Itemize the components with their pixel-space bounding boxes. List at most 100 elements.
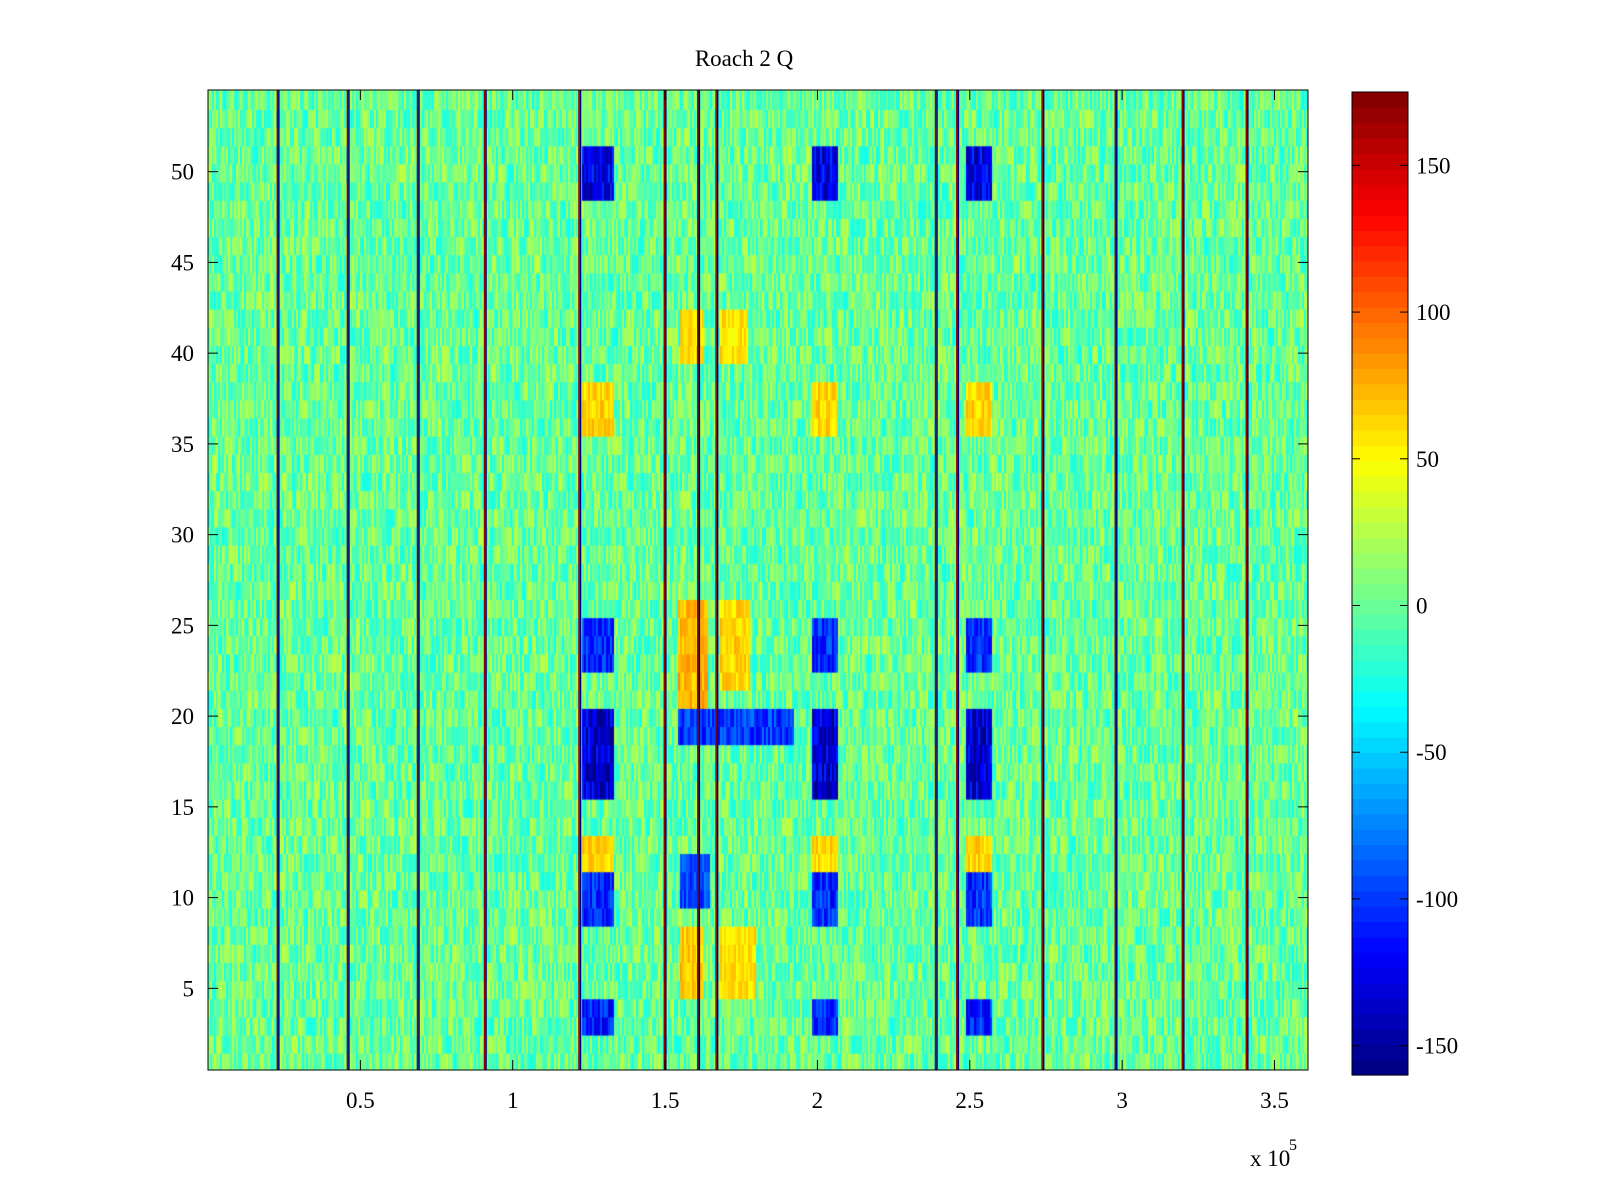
stripe-column-low	[957, 90, 960, 1070]
colorbar-step	[1352, 383, 1408, 400]
colorbar-step	[1352, 260, 1408, 277]
y-tick-label: 45	[171, 250, 194, 275]
y-tick-label: 25	[171, 613, 194, 638]
colorbar: 150 100 50 0 -50 -100 -150	[1351, 91, 1458, 1076]
x-tick-label: 2.5	[955, 1088, 984, 1113]
x-axis-ticks: 0.5 1 1.5 2 2.5 3 3.5	[346, 90, 1289, 1113]
colorbar-step	[1352, 107, 1408, 124]
plot-area-border	[207, 89, 1309, 1071]
stripe-column-low	[716, 90, 719, 1070]
colorbar-step	[1352, 737, 1408, 754]
colorbar-step	[1352, 153, 1408, 170]
y-tick-label: 50	[171, 160, 194, 185]
x-tick-label: 0.5	[346, 1088, 375, 1113]
colorbar-tick-label: -50	[1416, 740, 1447, 765]
colorbar-step	[1352, 890, 1408, 907]
stripe-column-high	[663, 90, 666, 1070]
colorbar-step	[1352, 138, 1408, 155]
y-tick-label: 40	[171, 341, 194, 366]
stripe-columns	[276, 90, 1249, 1070]
colorbar-step	[1352, 921, 1408, 938]
stripe-column-high	[715, 90, 717, 1070]
colorbar-step	[1352, 706, 1408, 723]
colorbar-step	[1352, 291, 1408, 308]
y-tick-label: 5	[183, 976, 195, 1001]
colorbar-step	[1352, 491, 1408, 508]
colorbar-tick-label: 150	[1416, 153, 1451, 178]
y-tick-label: 15	[171, 795, 194, 820]
stripe-column-low	[485, 90, 487, 1070]
stripe-column-high	[1114, 90, 1117, 1070]
colorbar-tick-label: 50	[1416, 447, 1439, 472]
colorbar-tick-label: -150	[1416, 1034, 1458, 1059]
colorbar-step	[1352, 752, 1408, 769]
colorbar-step	[1352, 629, 1408, 646]
colorbar-step	[1352, 1028, 1408, 1045]
x-tick-label: 1	[507, 1088, 519, 1113]
stripe-column-high	[956, 90, 958, 1070]
stripe-column-high	[1041, 90, 1043, 1070]
colorbar-step	[1352, 767, 1408, 784]
colorbar-step	[1352, 998, 1408, 1015]
colorbar-tick-label: -100	[1416, 887, 1458, 912]
chart-title: Roach 2 Q	[695, 46, 794, 71]
colorbar-step	[1352, 122, 1408, 139]
colorbar-step	[1352, 475, 1408, 492]
colorbar-step	[1352, 1059, 1408, 1076]
colorbar-step	[1352, 322, 1408, 339]
colorbar-step	[1352, 92, 1408, 108]
colorbar-step	[1352, 168, 1408, 185]
y-axis-ticks: 5 10 15 20 25 30 35 40 45 50	[171, 160, 1308, 1001]
colorbar-step	[1352, 353, 1408, 370]
y-tick-label: 10	[171, 886, 194, 911]
stripe-column-high	[1245, 90, 1248, 1070]
x-tick-label: 3.5	[1260, 1088, 1289, 1113]
colorbar-step	[1352, 552, 1408, 569]
x-axis-exponent-label: x 10	[1250, 1146, 1290, 1171]
colorbar-step	[1352, 859, 1408, 876]
colorbar-tick-label: 100	[1416, 300, 1451, 325]
colorbar-step	[1352, 644, 1408, 661]
colorbar-step	[1352, 1044, 1408, 1061]
stripe-column-high	[1181, 90, 1184, 1070]
colorbar-step	[1352, 184, 1408, 201]
colorbar-step	[1352, 399, 1408, 416]
colorbar-step	[1352, 982, 1408, 999]
x-axis-exponent-power: 5	[1289, 1137, 1297, 1154]
stripe-column-high	[416, 90, 419, 1070]
colorbar-step	[1352, 522, 1408, 539]
colorbar-step	[1352, 906, 1408, 923]
colorbar-step	[1352, 537, 1408, 554]
stripe-column-low	[936, 90, 938, 1070]
colorbar-step	[1352, 844, 1408, 861]
heatmap-image	[208, 90, 1308, 1070]
colorbar-step	[1352, 445, 1408, 462]
stripe-column-high	[578, 90, 580, 1070]
colorbar-step	[1352, 276, 1408, 293]
colorbar-step	[1352, 307, 1408, 323]
colorbar-step	[1352, 199, 1408, 216]
colorbar-step	[1352, 783, 1408, 800]
colorbar-step	[1352, 214, 1408, 231]
y-tick-label: 20	[171, 704, 194, 729]
x-tick-label: 2	[812, 1088, 824, 1113]
stripe-column-low	[418, 90, 420, 1070]
stripe-column-high	[483, 90, 486, 1070]
stripe-column-low	[1247, 90, 1249, 1070]
colorbar-step	[1352, 230, 1408, 247]
colorbar-gradient	[1352, 92, 1408, 1076]
stripe-column-low	[278, 90, 280, 1070]
colorbar-tick-label: 0	[1416, 594, 1428, 619]
colorbar-border	[1351, 91, 1409, 1076]
colorbar-step	[1352, 675, 1408, 692]
x-tick-label: 1.5	[651, 1088, 680, 1113]
stripe-column-high	[276, 90, 279, 1070]
stripe-column-low	[1042, 90, 1045, 1070]
colorbar-step	[1352, 721, 1408, 738]
colorbar-ticks: 150 100 50 0 -50 -100 -150	[1352, 153, 1458, 1059]
colorbar-step	[1352, 798, 1408, 815]
colorbar-step	[1352, 952, 1408, 969]
x-tick-label: 3	[1116, 1088, 1128, 1113]
colorbar-step	[1352, 568, 1408, 585]
colorbar-step	[1352, 460, 1408, 477]
